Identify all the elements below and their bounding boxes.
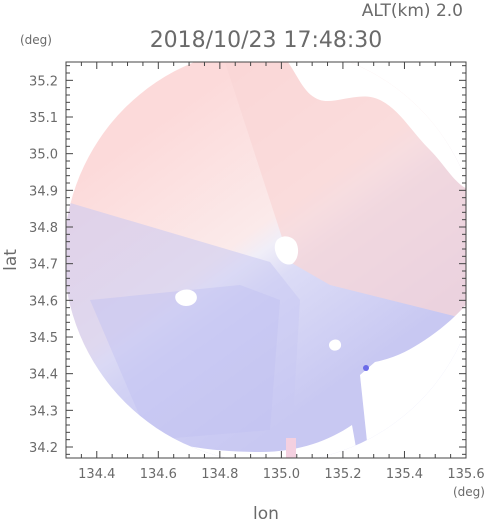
echo-patch-south [286, 438, 296, 458]
x-tick-label: 134.4 [78, 467, 115, 482]
x-tick-label: 135.4 [386, 467, 423, 482]
x-tick-label: 135.2 [324, 467, 361, 482]
y-tick-label: 34.9 [29, 184, 58, 199]
x-axis-unit: (deg) [453, 485, 485, 499]
x-tick-labels: 134.4 134.6 134.8 135.0 135.2 135.4 135.6 [78, 467, 484, 482]
y-tick-label: 35.2 [29, 74, 58, 89]
y-tick-label: 34.3 [29, 404, 58, 419]
echo-gap-center [274, 236, 299, 265]
altitude-label: ALT(km) 2.0 [362, 1, 463, 21]
timestamp-title: 2018/10/23 17:48:30 [150, 28, 383, 53]
y-axis-unit: (deg) [20, 33, 52, 47]
y-tick-label: 34.4 [29, 368, 58, 383]
y-tick-label: 34.6 [29, 294, 58, 309]
x-axis-label: lon [253, 504, 279, 521]
echo-gap-small [328, 339, 342, 351]
y-tick-label: 35.0 [29, 148, 58, 163]
y-tick-label: 34.5 [29, 331, 58, 346]
y-tick-labels: 35.2 35.1 35.0 34.9 34.8 34.7 34.6 34.5 34.4 34.3… [29, 74, 58, 456]
axis-ticks [65, 62, 467, 458]
echo-gap-west [175, 289, 197, 306]
y-tick-label: 35.1 [29, 111, 58, 126]
echo-point [363, 365, 369, 371]
x-tick-label: 134.8 [201, 467, 238, 482]
radar-echo-area [66, 62, 466, 458]
y-tick-label: 34.7 [29, 258, 58, 273]
y-tick-label: 34.8 [29, 221, 58, 236]
receding-region [225, 62, 466, 320]
x-tick-label: 135.6 [447, 467, 484, 482]
approaching-core [90, 285, 280, 440]
y-tick-label: 34.2 [29, 441, 58, 456]
y-axis-label: lat [1, 249, 21, 271]
x-tick-label: 134.6 [140, 467, 177, 482]
x-tick-label: 135.0 [263, 467, 300, 482]
